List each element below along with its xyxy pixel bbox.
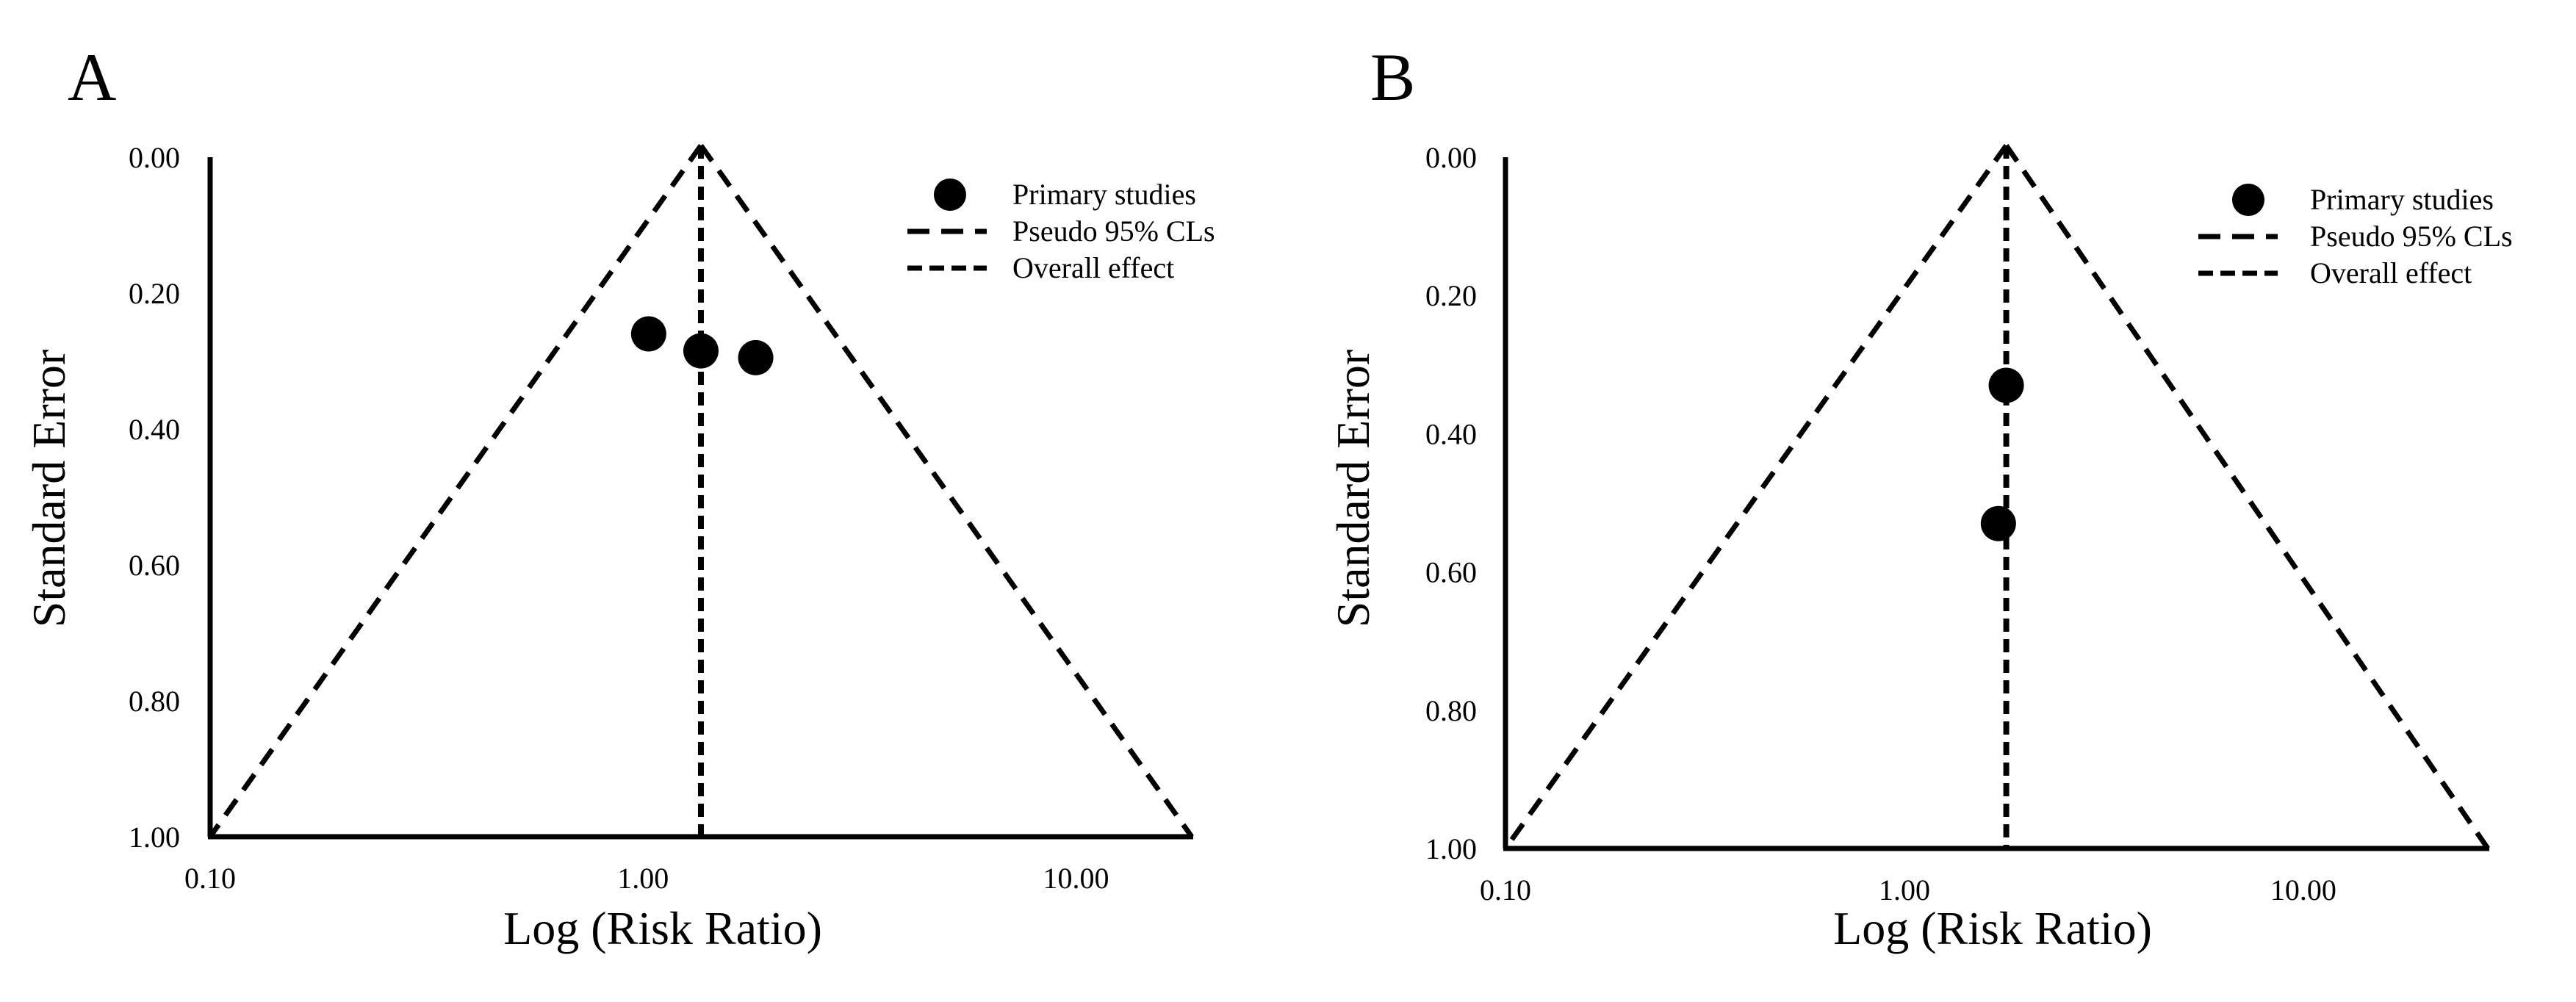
y-axis-title: Standard Error [1327,350,1379,628]
funnel-plot-panel-a: A Standard Error Log (Risk Ratio) Primar… [23,40,1215,954]
pseudo-ci-right-line [2004,144,2490,850]
legend-label-primary-studies: Primary studies [2310,183,2494,216]
y-tick-label: 0.60 [129,549,180,582]
y-axis-title: Standard Error [23,350,75,628]
panel-label: A [68,40,116,115]
x-axis-title: Log (Risk Ratio) [1833,902,2152,954]
primary-study-point [630,316,666,352]
y-tick-label: 0.60 [1425,556,1477,589]
pseudo-ci-left-line [1503,143,2009,851]
panel-label: B [1370,40,1415,115]
funnel-plot-panel-b: B Standard Error Log (Risk Ratio) Primar… [1308,0,2576,1002]
y-tick-label: 0.20 [129,277,180,310]
x-tick-label: 1.00 [617,862,669,895]
legend-marker-primary-studies [2232,184,2264,216]
y-tick-label: 0.40 [129,413,180,446]
legend-label-pseudo-ci: Pseudo 95% CLs [1012,215,1215,248]
legend-label-overall-effect: Overall effect [1012,251,1174,284]
funnel-plot-a-svg: A Standard Error Log (Risk Ratio) Primar… [23,40,1215,954]
primary-study-point [683,333,719,369]
legend-label-pseudo-ci: Pseudo 95% CLs [2310,220,2513,253]
y-tick-label: 0.00 [1425,141,1477,174]
x-tick-label: 0.10 [1480,873,1531,907]
y-tick-label: 0.80 [129,685,180,718]
x-tick-label: 1.00 [1879,873,1930,907]
y-tick-label: 1.00 [129,821,180,854]
y-tick-label: 1.00 [1425,832,1477,865]
pseudo-ci-left-line [208,143,703,839]
x-tick-label: 10.00 [1043,862,1109,895]
x-axis-title: Log (Risk Ratio) [503,902,822,954]
primary-study-point [1980,505,2016,541]
y-tick-label: 0.00 [129,141,180,174]
y-tick-label: 0.40 [1425,417,1477,450]
legend-marker-primary-studies [934,179,966,211]
y-tick-label: 0.20 [1425,279,1477,312]
y-tick-label: 0.80 [1425,694,1477,727]
pseudo-ci-right-line [699,143,1194,839]
primary-study-point [1988,367,2024,403]
legend-label-overall-effect: Overall effect [2310,256,2472,289]
x-tick-label: 0.10 [184,862,236,895]
legend-label-primary-studies: Primary studies [1012,178,1196,211]
x-tick-label: 10.00 [2270,873,2336,907]
funnel-plot-b-svg: B Standard Error Log (Risk Ratio) Primar… [1327,40,2513,954]
primary-study-point [738,339,774,375]
